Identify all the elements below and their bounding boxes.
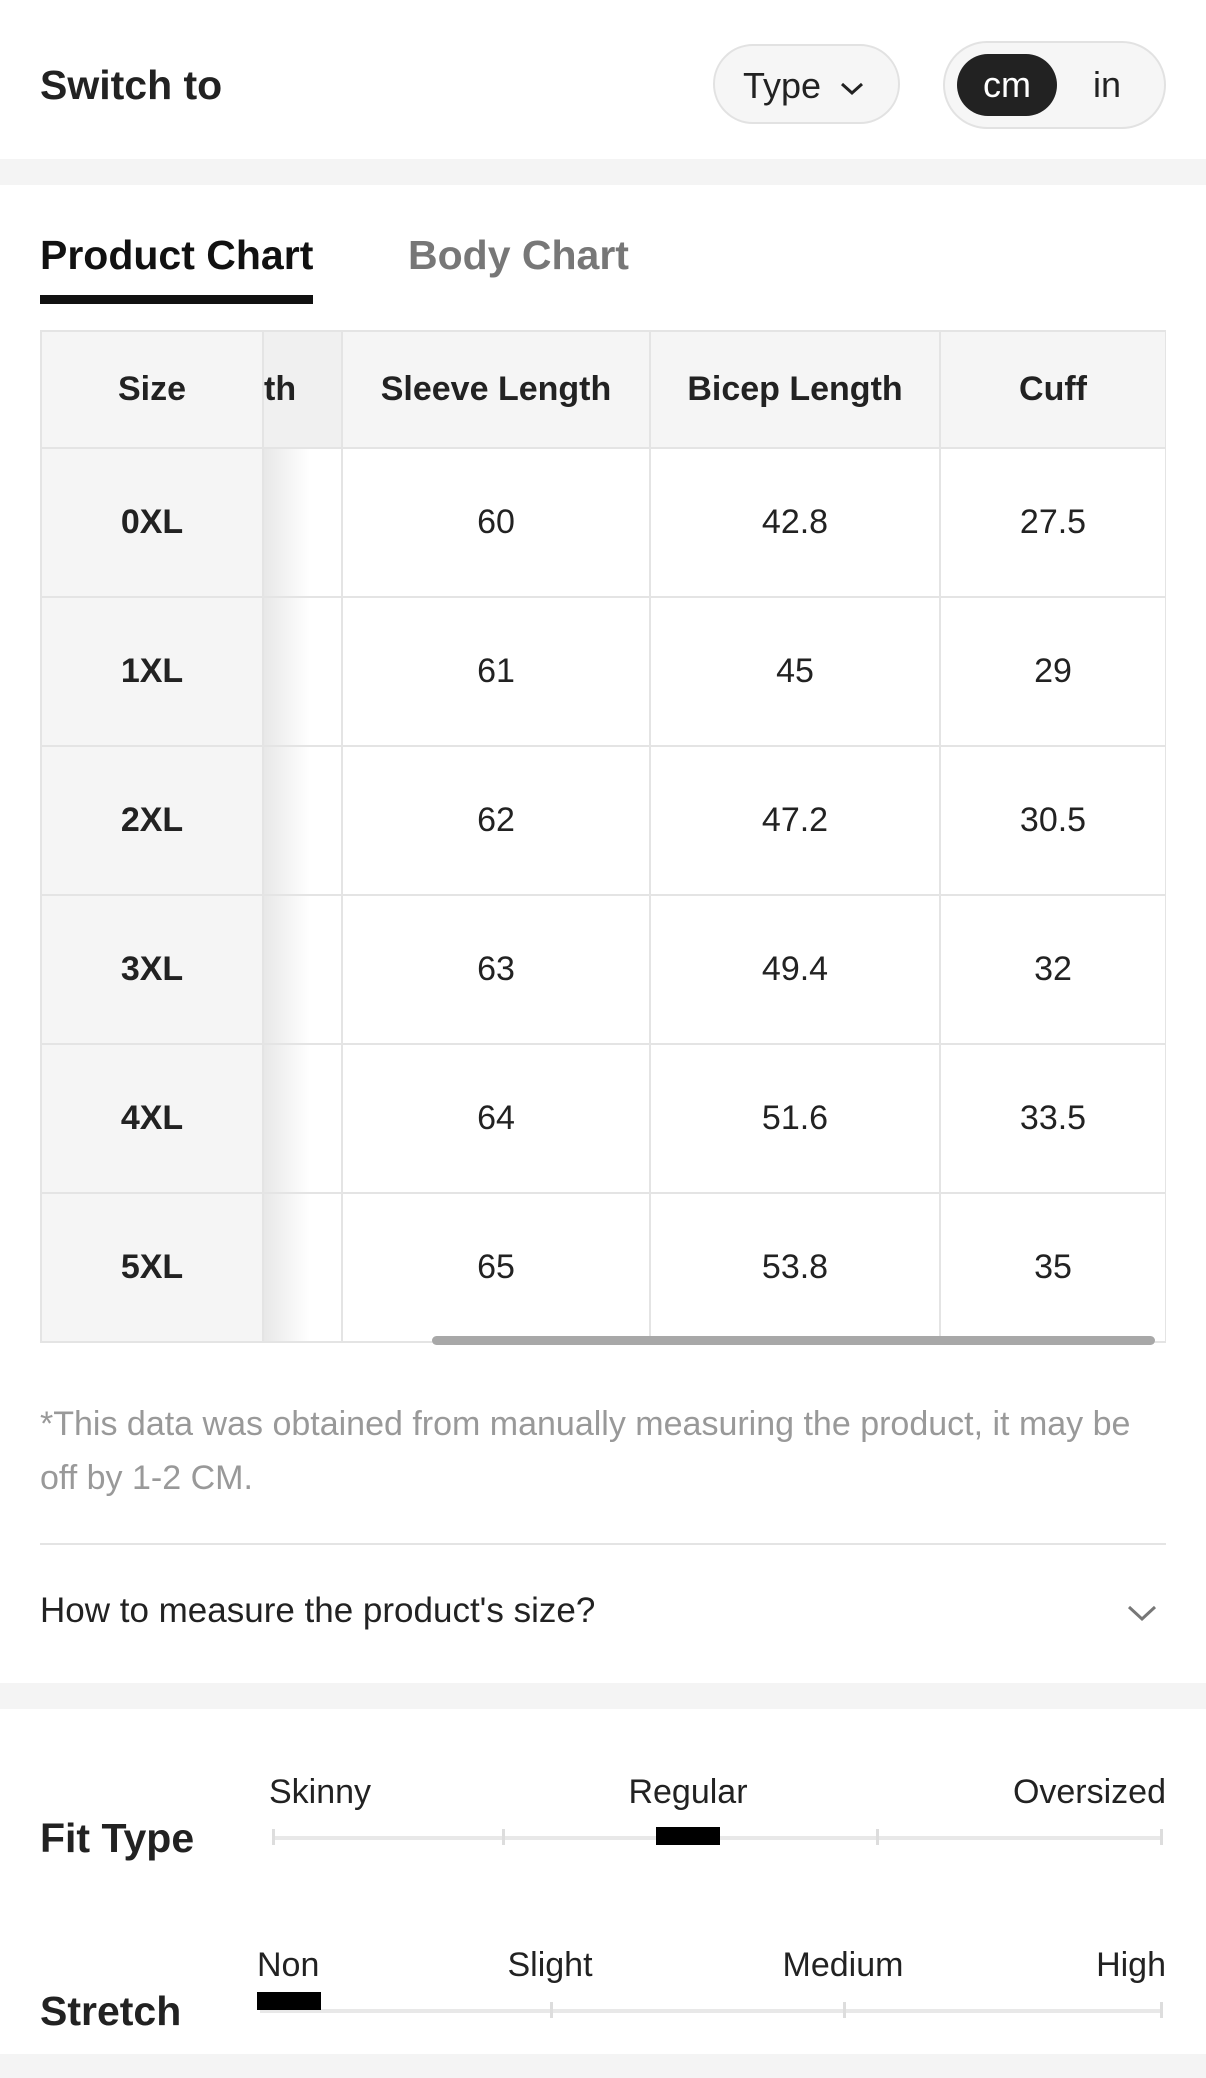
- table-row: 1XL 61 45 29: [40, 596, 1166, 747]
- accordion-title[interactable]: How to measure the product's size?: [40, 1591, 596, 1630]
- value-cell: 49.4: [649, 894, 941, 1045]
- value-cell: [262, 745, 343, 896]
- divider-band: [0, 1683, 1206, 1709]
- value-cell: 63: [341, 894, 651, 1045]
- option-label: Regular: [628, 1773, 748, 1811]
- value-cell: [262, 1043, 343, 1194]
- value-cell: [262, 894, 343, 1045]
- option-label: Non: [257, 1946, 320, 1984]
- value-cell: 29: [939, 596, 1166, 747]
- table-head: Size th Sleeve Length Bicep Length Cuff: [40, 330, 1166, 449]
- option-label: Oversized: [1012, 1773, 1166, 1811]
- tick: [843, 2002, 846, 2018]
- value-cell: 45: [649, 596, 941, 747]
- tick: [550, 2002, 553, 2018]
- scrollbar[interactable]: [432, 1336, 1155, 1345]
- unit-toggle: cm in: [943, 41, 1166, 129]
- table-row: 2XL 62 47.2 30.5: [40, 745, 1166, 896]
- divider-band: [0, 2054, 1206, 2078]
- size-cell: 1XL: [40, 596, 264, 747]
- size-cell: 4XL: [40, 1043, 264, 1194]
- stretch-label: Stretch: [40, 1988, 182, 2034]
- divider: [40, 1543, 1166, 1545]
- divider-band: [0, 159, 1206, 185]
- value-cell: 30.5: [939, 745, 1166, 896]
- column-header: th: [262, 330, 343, 449]
- size-table: Size th Sleeve Length Bicep Length Cuff 0XL 60…: [40, 330, 1166, 1343]
- value-cell: 42.8: [649, 447, 941, 598]
- value-cell: 33.5: [939, 1043, 1166, 1194]
- value-cell: 60: [341, 447, 651, 598]
- column-header: Cuff: [939, 330, 1166, 449]
- value-cell: 35: [939, 1192, 1166, 1343]
- value-cell: [262, 596, 343, 747]
- header-row: Size th Sleeve Length Bicep Length Cuff: [40, 330, 1166, 449]
- column-header: Sleeve Length: [341, 330, 651, 449]
- size-cell: 2XL: [40, 745, 264, 896]
- size-cell: 0XL: [40, 447, 264, 598]
- tick: [1160, 1829, 1163, 1845]
- table-row: 4XL 64 51.6 33.5: [40, 1043, 1166, 1194]
- value-cell: 65: [341, 1192, 651, 1343]
- tick: [502, 1829, 505, 1845]
- option-label: High: [1096, 1946, 1166, 1984]
- value-cell: 64: [341, 1043, 651, 1194]
- value-cell: 32: [939, 894, 1166, 1045]
- tab[interactable]: Product Chart: [40, 232, 314, 304]
- tick: [1160, 2002, 1163, 2018]
- table-row: 5XL 65 53.8 35: [40, 1192, 1166, 1343]
- value-cell: 47.2: [649, 745, 941, 896]
- value-cell: 61: [341, 596, 651, 747]
- track: [260, 2009, 1163, 2013]
- chevron: [841, 82, 864, 96]
- table-body: 0XL 60 42.8 27.5 1XL 61 45 29 2XL 62 47.2 30.5 3XL 63…: [40, 447, 1166, 1343]
- unit-option[interactable]: cm: [957, 54, 1057, 116]
- tick: [876, 1829, 879, 1845]
- unit-option[interactable]: in: [1092, 64, 1122, 105]
- size-cell: 3XL: [40, 894, 264, 1045]
- option-label: Slight: [507, 1946, 593, 1984]
- fit-label: Fit Type: [40, 1815, 195, 1861]
- type-text: Type: [743, 65, 822, 106]
- tab[interactable]: Body Chart: [408, 232, 629, 278]
- value-cell: 27.5: [939, 447, 1166, 598]
- value-cell: [262, 1192, 343, 1343]
- type-button[interactable]: Type: [713, 44, 900, 124]
- column-header: Bicep Length: [649, 330, 941, 449]
- option-label: Medium: [782, 1946, 904, 1984]
- option-label: Skinny: [269, 1773, 372, 1811]
- column-header: Size: [40, 330, 264, 449]
- size-table-wrap: Size th Sleeve Length Bicep Length Cuff 0XL 60…: [40, 330, 1166, 1354]
- value-cell: 53.8: [649, 1192, 941, 1343]
- note: *This data was obtained from manually me…: [40, 1405, 1131, 1497]
- accordion-chevron[interactable]: [1126, 1603, 1158, 1623]
- table-row: 0XL 60 42.8 27.5: [40, 447, 1166, 598]
- value-cell: [262, 447, 343, 598]
- table-row: 3XL 63 49.4 32: [40, 894, 1166, 1045]
- value-cell: 62: [341, 745, 651, 896]
- size-cell: 5XL: [40, 1192, 264, 1343]
- fit-indicator: [656, 1827, 720, 1845]
- value-cell: 51.6: [649, 1043, 941, 1194]
- tick: [272, 1829, 275, 1845]
- stretch-indicator: [257, 1992, 321, 2010]
- header-title: Switch to: [40, 62, 223, 108]
